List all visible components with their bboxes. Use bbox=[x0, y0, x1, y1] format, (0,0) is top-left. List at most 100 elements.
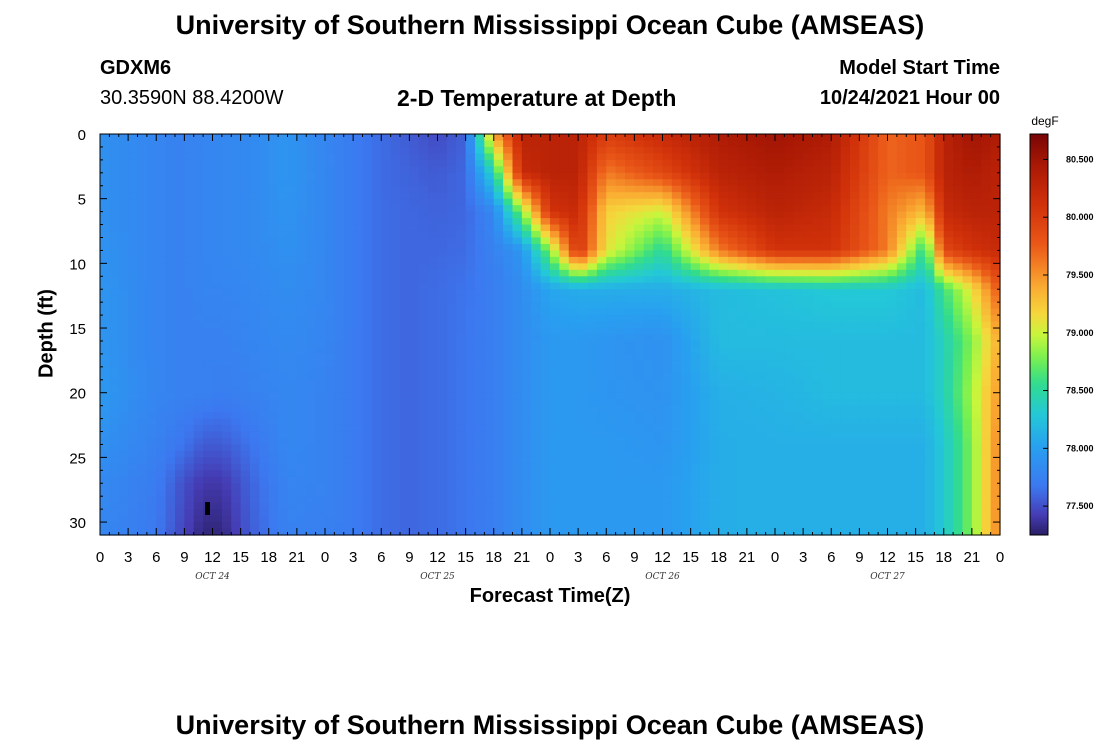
heatmap-cell bbox=[287, 489, 298, 497]
heatmap-cell bbox=[193, 211, 204, 219]
heatmap-cell bbox=[521, 295, 532, 303]
heatmap-cell bbox=[381, 282, 392, 290]
heatmap-cell bbox=[568, 483, 579, 491]
heatmap-cell bbox=[559, 295, 570, 303]
heatmap-cell bbox=[212, 218, 223, 226]
heatmap-cell bbox=[812, 496, 823, 504]
heatmap-cell bbox=[400, 243, 410, 252]
heatmap-cell bbox=[175, 437, 185, 446]
heatmap-cell bbox=[493, 340, 504, 349]
heatmap-cell bbox=[381, 353, 392, 361]
heatmap-cell bbox=[428, 282, 439, 290]
heatmap-cell bbox=[531, 476, 542, 484]
heatmap-cell bbox=[400, 509, 410, 517]
heatmap-cell bbox=[765, 159, 776, 167]
heatmap-cell bbox=[390, 146, 401, 155]
heatmap-cell bbox=[728, 522, 739, 530]
heatmap-cell bbox=[718, 153, 729, 161]
heatmap-cell bbox=[812, 205, 823, 213]
heatmap-cell bbox=[118, 425, 129, 433]
heatmap-cell bbox=[100, 185, 110, 193]
heatmap-cell bbox=[484, 269, 495, 277]
heatmap-cell bbox=[681, 224, 692, 232]
heatmap-cell bbox=[503, 340, 514, 349]
heatmap-cell bbox=[137, 315, 148, 323]
heatmap-cell bbox=[615, 334, 626, 342]
heatmap-cell bbox=[409, 483, 420, 491]
heatmap-cell bbox=[728, 276, 739, 284]
heatmap-cell bbox=[371, 321, 382, 329]
heatmap-cell bbox=[662, 476, 673, 484]
heatmap-cell bbox=[118, 509, 129, 517]
heatmap-cell bbox=[100, 211, 110, 219]
heatmap-cell bbox=[109, 502, 120, 510]
heatmap-cell bbox=[109, 405, 120, 413]
heatmap-cell bbox=[568, 360, 579, 368]
heatmap-cell bbox=[428, 159, 439, 167]
heatmap-cell bbox=[587, 340, 598, 349]
heatmap-cell bbox=[362, 528, 373, 536]
heatmap-cell bbox=[146, 172, 157, 180]
heatmap-cell bbox=[559, 315, 570, 323]
heatmap-cell bbox=[343, 476, 354, 484]
heatmap-cell bbox=[493, 256, 504, 264]
heatmap-cell bbox=[559, 392, 570, 400]
heatmap-cell bbox=[775, 302, 785, 310]
heatmap-cell bbox=[803, 146, 814, 155]
heatmap-cell bbox=[596, 211, 607, 219]
heatmap-cell bbox=[700, 399, 710, 407]
heatmap-cell bbox=[765, 373, 776, 381]
heatmap-cell bbox=[118, 379, 129, 387]
heatmap-cell bbox=[615, 476, 626, 484]
heatmap-cell bbox=[503, 522, 514, 530]
heatmap-cell bbox=[362, 502, 373, 510]
heatmap-cell bbox=[418, 418, 429, 426]
heatmap-cell bbox=[821, 437, 832, 446]
heatmap-cell bbox=[746, 522, 757, 530]
heatmap-cell bbox=[503, 243, 514, 252]
heatmap-cell bbox=[437, 522, 448, 530]
heatmap-cell bbox=[643, 476, 654, 484]
heatmap-cell bbox=[353, 476, 364, 484]
heatmap-cell bbox=[606, 179, 617, 187]
heatmap-cell bbox=[409, 509, 420, 517]
heatmap-cell bbox=[559, 457, 570, 465]
heatmap-cell bbox=[334, 373, 345, 381]
heatmap-cell bbox=[259, 522, 270, 530]
heatmap-cell bbox=[737, 237, 748, 245]
heatmap-cell bbox=[784, 282, 795, 290]
heatmap-cell bbox=[296, 399, 307, 407]
heatmap-cell bbox=[568, 502, 579, 510]
heatmap-cell bbox=[250, 231, 260, 239]
heatmap-cell bbox=[831, 360, 842, 368]
heatmap-cell bbox=[746, 198, 757, 206]
heatmap-cell bbox=[100, 463, 110, 471]
heatmap-cell bbox=[437, 366, 448, 374]
heatmap-cell bbox=[550, 418, 560, 426]
heatmap-cell bbox=[193, 483, 204, 491]
heatmap-cell bbox=[671, 379, 682, 387]
heatmap-cell bbox=[493, 528, 504, 536]
heatmap-cell bbox=[240, 418, 251, 426]
heatmap-cell bbox=[850, 192, 860, 200]
heatmap-cell bbox=[165, 502, 176, 510]
heatmap-cell bbox=[737, 263, 748, 271]
heatmap-cell bbox=[512, 231, 523, 239]
heatmap-cell bbox=[503, 450, 514, 458]
heatmap-cell bbox=[606, 256, 617, 264]
heatmap-cell bbox=[437, 159, 448, 167]
heatmap-cell bbox=[475, 315, 485, 323]
heatmap-cell bbox=[746, 476, 757, 484]
heatmap-cell bbox=[718, 159, 729, 167]
heatmap-cell bbox=[400, 489, 410, 497]
heatmap-cell bbox=[718, 476, 729, 484]
heatmap-cell bbox=[606, 218, 617, 226]
heatmap-cell bbox=[831, 412, 842, 420]
heatmap-cell bbox=[100, 373, 110, 381]
heatmap-cell bbox=[418, 522, 429, 530]
heatmap-cell bbox=[100, 425, 110, 433]
heatmap-cell bbox=[343, 269, 354, 277]
heatmap-cell bbox=[165, 231, 176, 239]
heatmap-cell bbox=[315, 276, 326, 284]
heatmap-cell bbox=[756, 405, 767, 413]
